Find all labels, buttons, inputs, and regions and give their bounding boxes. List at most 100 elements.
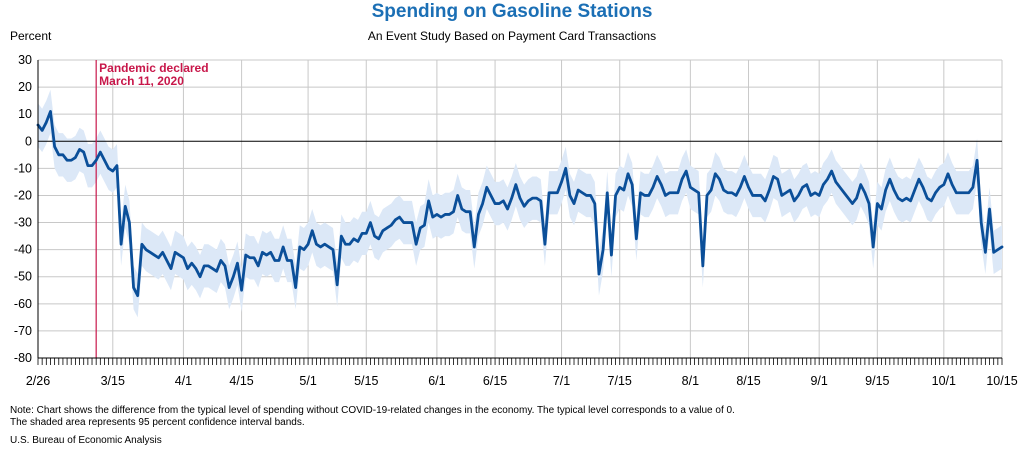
data-point	[149, 251, 151, 254]
data-point	[344, 243, 347, 246]
data-point	[328, 246, 330, 248]
data-point	[972, 186, 974, 189]
data-point	[959, 191, 962, 194]
data-point	[473, 246, 476, 248]
data-point	[240, 289, 243, 292]
data-point	[589, 194, 592, 197]
data-point	[427, 200, 430, 202]
data-point	[785, 191, 787, 194]
data-point	[689, 186, 692, 189]
data-point	[818, 194, 820, 197]
data-point	[668, 191, 671, 194]
x-tick-label: 7/1	[553, 374, 570, 388]
data-point	[170, 267, 172, 270]
data-point	[352, 238, 355, 240]
data-point	[498, 202, 501, 205]
data-point	[57, 154, 60, 156]
data-point	[394, 219, 397, 221]
data-point	[855, 197, 858, 199]
x-tick-label: 5/15	[354, 374, 378, 388]
data-point	[411, 221, 413, 224]
data-point	[369, 221, 372, 224]
data-point	[87, 164, 89, 167]
data-point	[652, 186, 654, 189]
data-point	[282, 246, 284, 248]
data-point	[236, 262, 239, 264]
data-point	[99, 151, 102, 153]
data-point	[743, 175, 746, 178]
data-point	[232, 275, 235, 278]
data-point	[220, 259, 222, 262]
x-tick-label: 8/15	[736, 374, 760, 388]
data-point	[930, 200, 933, 202]
data-point	[153, 254, 156, 256]
data-point	[789, 189, 791, 191]
data-point	[577, 189, 579, 191]
data-point	[195, 267, 197, 270]
data-point	[722, 189, 725, 191]
data-point	[91, 164, 93, 167]
x-tick-label: 10/15	[986, 374, 1017, 388]
data-point	[735, 194, 737, 197]
data-point	[656, 175, 658, 178]
data-point	[166, 259, 168, 262]
data-point	[444, 213, 447, 216]
data-point	[718, 178, 721, 180]
data-point	[215, 270, 218, 273]
data-point	[373, 235, 376, 237]
data-point	[905, 197, 908, 199]
data-point	[431, 216, 434, 218]
data-point	[884, 189, 887, 191]
data-point	[618, 186, 621, 189]
data-point	[822, 183, 825, 186]
data-point	[593, 202, 596, 205]
data-point	[830, 170, 833, 172]
data-point	[859, 183, 862, 186]
data-point	[116, 164, 118, 167]
data-point	[477, 213, 480, 216]
data-point	[49, 110, 52, 113]
data-point	[672, 191, 675, 194]
data-point	[423, 224, 426, 227]
data-point	[702, 265, 704, 267]
data-point	[955, 191, 958, 194]
data-point	[70, 159, 73, 162]
data-point	[448, 213, 451, 216]
data-point	[53, 145, 56, 148]
data-point	[294, 286, 297, 289]
data-point	[278, 259, 280, 262]
data-point	[269, 251, 272, 254]
data-point	[839, 186, 841, 189]
data-point	[461, 208, 463, 210]
data-point	[756, 194, 758, 197]
data-point	[95, 159, 97, 162]
data-point	[664, 194, 667, 197]
data-point	[244, 254, 247, 256]
data-point	[494, 202, 496, 205]
data-point	[710, 189, 712, 191]
data-point	[872, 246, 874, 248]
data-point	[847, 197, 850, 199]
data-point	[440, 216, 442, 218]
data-point	[851, 202, 854, 205]
data-point	[136, 294, 139, 297]
data-point	[332, 248, 334, 251]
y-tick-label: -60	[14, 297, 32, 311]
y-tick-label: -70	[14, 324, 32, 338]
data-point	[685, 170, 688, 172]
data-point	[41, 129, 43, 132]
data-point	[74, 156, 77, 159]
data-point	[124, 205, 127, 208]
data-point	[340, 235, 343, 237]
pandemic-annotation: Pandemic declared March 11, 2020	[95, 60, 209, 358]
data-point	[257, 265, 260, 267]
x-tick-label: 3/15	[101, 374, 125, 388]
data-point	[963, 191, 966, 194]
data-point	[764, 200, 766, 202]
data-point	[560, 181, 563, 183]
x-tick-label: 6/1	[428, 374, 445, 388]
data-point	[224, 265, 226, 267]
data-point	[531, 197, 534, 199]
y-tick-label: 30	[18, 53, 32, 67]
